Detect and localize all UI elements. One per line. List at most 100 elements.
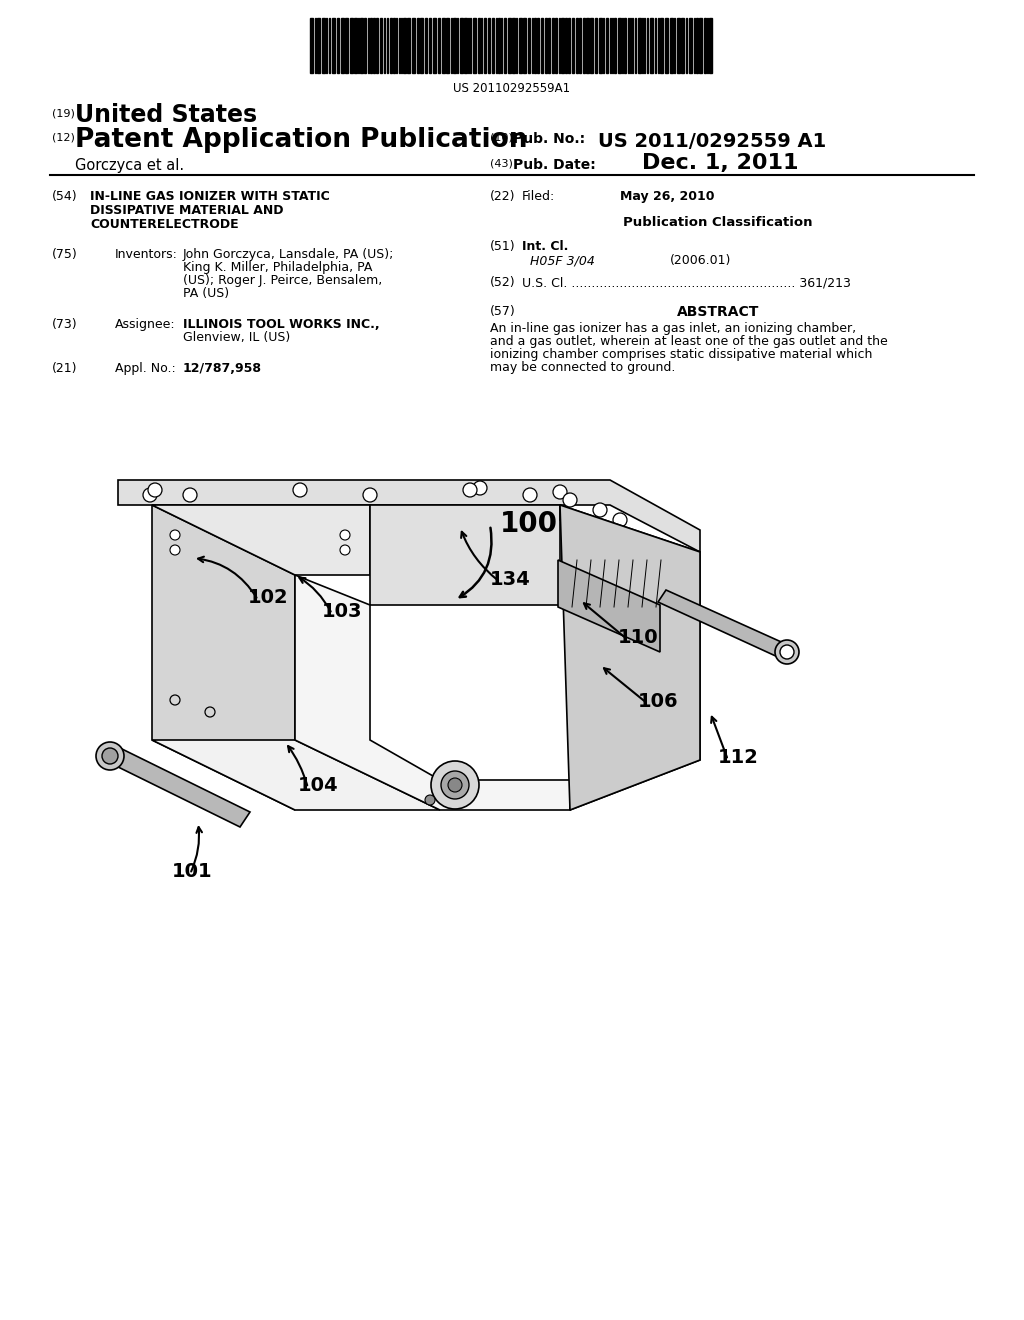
Text: may be connected to ground.: may be connected to ground. [490,360,676,374]
Text: (54): (54) [52,190,78,203]
Text: U.S. Cl. ........................................................ 361/213: U.S. Cl. ...............................… [522,276,851,289]
Bar [478,18,480,73]
Bar [429,18,431,73]
Polygon shape [370,506,560,605]
Circle shape [775,640,799,664]
Bar [519,18,522,73]
Bar [370,18,372,73]
Text: Assignee:: Assignee: [115,318,176,331]
Polygon shape [295,576,570,810]
Text: (52): (52) [490,276,516,289]
Bar [473,18,476,73]
Bar [498,18,500,73]
Text: (2006.01): (2006.01) [670,253,731,267]
Text: (73): (73) [52,318,78,331]
Text: Int. Cl.: Int. Cl. [522,240,568,253]
Bar [446,18,449,73]
Text: Gorczyca et al.: Gorczyca et al. [75,158,184,173]
Text: 101: 101 [172,862,213,880]
Bar [650,18,653,73]
Bar [541,18,543,73]
Bar [380,18,382,73]
Bar [705,18,706,73]
Bar [337,18,339,73]
Bar [575,18,578,73]
Text: (43): (43) [490,158,513,168]
Bar [660,18,663,73]
Text: (US); Roger J. Peirce, Bensalem,: (US); Roger J. Peirce, Bensalem, [183,275,382,286]
Bar [670,18,673,73]
Text: ILLINOIS TOOL WORKS INC.,: ILLINOIS TOOL WORKS INC., [183,318,380,331]
Text: Glenview, IL (US): Glenview, IL (US) [183,331,290,345]
Bar [565,18,567,73]
Text: IN-LINE GAS IONIZER WITH STATIC: IN-LINE GAS IONIZER WITH STATIC [90,190,330,203]
Text: DISSIPATIVE MATERIAL AND: DISSIPATIVE MATERIAL AND [90,205,284,216]
Circle shape [780,645,794,659]
Polygon shape [560,506,700,810]
Text: US 20110292559A1: US 20110292559A1 [454,82,570,95]
Bar [407,18,410,73]
Text: May 26, 2010: May 26, 2010 [620,190,715,203]
Bar [425,18,427,73]
Bar [417,18,419,73]
Circle shape [523,488,537,502]
Bar [618,18,621,73]
Bar [438,18,440,73]
Bar [345,18,348,73]
Text: (57): (57) [490,305,516,318]
Bar [508,18,511,73]
Polygon shape [118,480,700,552]
Text: Filed:: Filed: [522,190,555,203]
Bar [583,18,585,73]
Text: (51): (51) [490,240,516,253]
Text: Pub. No.:: Pub. No.: [513,132,585,147]
Polygon shape [558,560,660,652]
Bar [681,18,684,73]
Text: Appl. No.:: Appl. No.: [115,362,176,375]
Text: 112: 112 [718,748,759,767]
Text: (21): (21) [52,362,78,375]
Text: ABSTRACT: ABSTRACT [677,305,759,319]
Bar [537,18,539,73]
Bar [373,18,375,73]
Bar [624,18,626,73]
Bar [364,18,366,73]
Text: King K. Miller, Philadelphia, PA: King K. Miller, Philadelphia, PA [183,261,373,275]
Text: 104: 104 [298,776,339,795]
Bar [512,18,515,73]
Text: (75): (75) [52,248,78,261]
Circle shape [553,484,567,499]
Circle shape [293,483,307,498]
Bar [488,18,490,73]
Bar [586,18,589,73]
Text: 12/787,958: 12/787,958 [183,362,262,375]
Bar [568,18,570,73]
Text: Pub. Date:: Pub. Date: [513,158,596,172]
Text: (22): (22) [490,190,515,203]
Circle shape [102,748,118,764]
Bar [460,18,463,73]
Bar [354,18,357,73]
Text: US 2011/0292559 A1: US 2011/0292559 A1 [598,132,826,150]
Bar [696,18,698,73]
Bar [606,18,608,73]
Text: 106: 106 [638,692,679,711]
Bar [545,18,547,73]
Bar [579,18,581,73]
Circle shape [425,795,435,805]
Bar [689,18,692,73]
Text: (12): (12) [52,132,75,143]
Bar [699,18,702,73]
Bar [504,18,506,73]
Text: Dec. 1, 2011: Dec. 1, 2011 [642,153,799,173]
Bar [638,18,641,73]
Circle shape [183,488,197,502]
Polygon shape [152,506,370,576]
Text: United States: United States [75,103,257,127]
Bar [599,18,602,73]
Circle shape [170,531,180,540]
Text: 110: 110 [618,628,658,647]
Bar [310,18,313,73]
Bar [534,18,536,73]
Text: (19): (19) [52,108,75,117]
